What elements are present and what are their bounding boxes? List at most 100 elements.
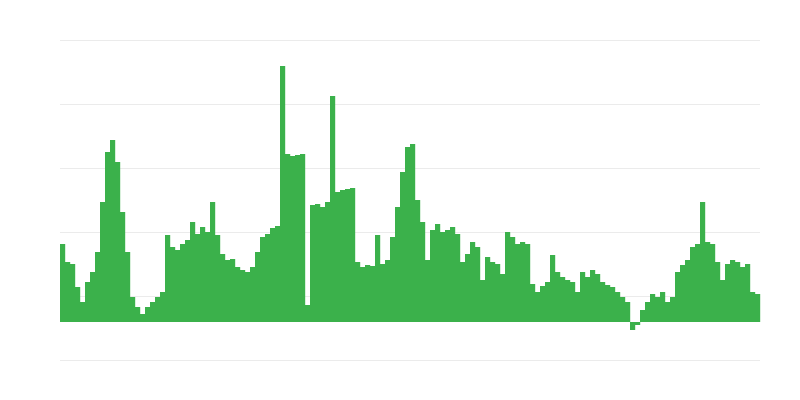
bar bbox=[690, 247, 696, 322]
bar bbox=[580, 272, 586, 322]
bar bbox=[715, 262, 721, 322]
bar bbox=[645, 302, 651, 322]
bar bbox=[220, 254, 226, 322]
bar bbox=[425, 260, 431, 322]
bar bbox=[350, 188, 356, 322]
bar bbox=[215, 235, 221, 322]
bar bbox=[445, 230, 451, 322]
bar bbox=[310, 205, 316, 322]
bar bbox=[430, 230, 436, 322]
bar bbox=[525, 244, 531, 322]
bar bbox=[230, 259, 236, 322]
bar bbox=[435, 224, 441, 322]
bar bbox=[740, 267, 746, 322]
bar bbox=[550, 255, 556, 322]
bar bbox=[145, 307, 151, 322]
bar bbox=[240, 270, 246, 322]
bar bbox=[155, 297, 161, 322]
bar bbox=[180, 244, 186, 322]
bar bbox=[725, 264, 731, 322]
bar bbox=[540, 286, 546, 322]
bar bbox=[120, 212, 126, 322]
bar bbox=[745, 264, 751, 322]
bar bbox=[570, 282, 576, 322]
bar bbox=[615, 292, 621, 322]
bar bbox=[70, 264, 76, 322]
bar bbox=[700, 202, 706, 322]
bar bbox=[210, 202, 216, 322]
bar bbox=[750, 292, 756, 322]
bar bbox=[185, 240, 191, 322]
bar bbox=[340, 190, 346, 322]
bar bbox=[365, 265, 371, 322]
bar bbox=[440, 232, 446, 322]
bar bbox=[375, 235, 381, 322]
bar bbox=[455, 234, 461, 322]
bar bbox=[655, 297, 661, 322]
bar bbox=[490, 262, 496, 322]
bar bbox=[535, 292, 541, 322]
bar bbox=[480, 280, 486, 322]
bar bbox=[695, 244, 701, 322]
bar bbox=[250, 267, 256, 322]
bar bbox=[130, 297, 136, 322]
bar bbox=[685, 260, 691, 322]
bar bbox=[110, 140, 116, 322]
bar bbox=[460, 262, 466, 322]
bar bbox=[320, 207, 326, 322]
bar bbox=[500, 274, 506, 322]
bar bbox=[625, 302, 631, 322]
bar bbox=[370, 266, 376, 322]
bar bbox=[530, 284, 536, 322]
bar bbox=[225, 260, 231, 322]
bar bbox=[270, 228, 276, 322]
bar bbox=[205, 232, 211, 322]
bar bbox=[710, 244, 716, 322]
bar bbox=[650, 294, 656, 322]
bar bbox=[150, 302, 156, 322]
bar bbox=[255, 252, 261, 322]
bar bbox=[660, 292, 666, 322]
bar bbox=[510, 237, 516, 322]
bar bbox=[160, 292, 166, 322]
bar bbox=[400, 172, 406, 322]
bar bbox=[605, 285, 611, 322]
bar bbox=[415, 200, 421, 322]
bar bbox=[355, 262, 361, 322]
bar bbox=[330, 96, 336, 322]
bar bbox=[165, 235, 171, 322]
bar bbox=[360, 267, 366, 322]
bar bbox=[390, 237, 396, 322]
bar bbox=[730, 260, 736, 322]
bar bbox=[275, 226, 281, 322]
bar bbox=[555, 272, 561, 322]
bar bbox=[515, 244, 521, 322]
bar bbox=[665, 302, 671, 322]
bar bbox=[90, 272, 96, 322]
bar bbox=[720, 280, 726, 322]
bar bbox=[420, 222, 426, 322]
bar bbox=[620, 297, 626, 322]
bar bbox=[465, 254, 471, 322]
bar bbox=[60, 244, 66, 322]
bar bbox=[245, 272, 251, 322]
bar bbox=[170, 247, 176, 322]
bar bbox=[140, 314, 146, 322]
bar bbox=[115, 162, 121, 322]
bar bbox=[610, 287, 616, 322]
bar bbox=[265, 234, 271, 322]
bar bbox=[640, 310, 646, 322]
bar bbox=[575, 292, 581, 322]
bar bbox=[595, 274, 601, 322]
bar bbox=[305, 305, 311, 322]
bar bbox=[135, 307, 141, 322]
bar bbox=[545, 282, 551, 322]
bar bbox=[285, 154, 291, 322]
bar bbox=[65, 262, 71, 322]
bar bbox=[735, 262, 741, 322]
bar bbox=[405, 147, 411, 322]
bar bbox=[195, 234, 201, 322]
bar bbox=[585, 277, 591, 322]
bar bbox=[395, 207, 401, 322]
bar bbox=[450, 227, 456, 322]
